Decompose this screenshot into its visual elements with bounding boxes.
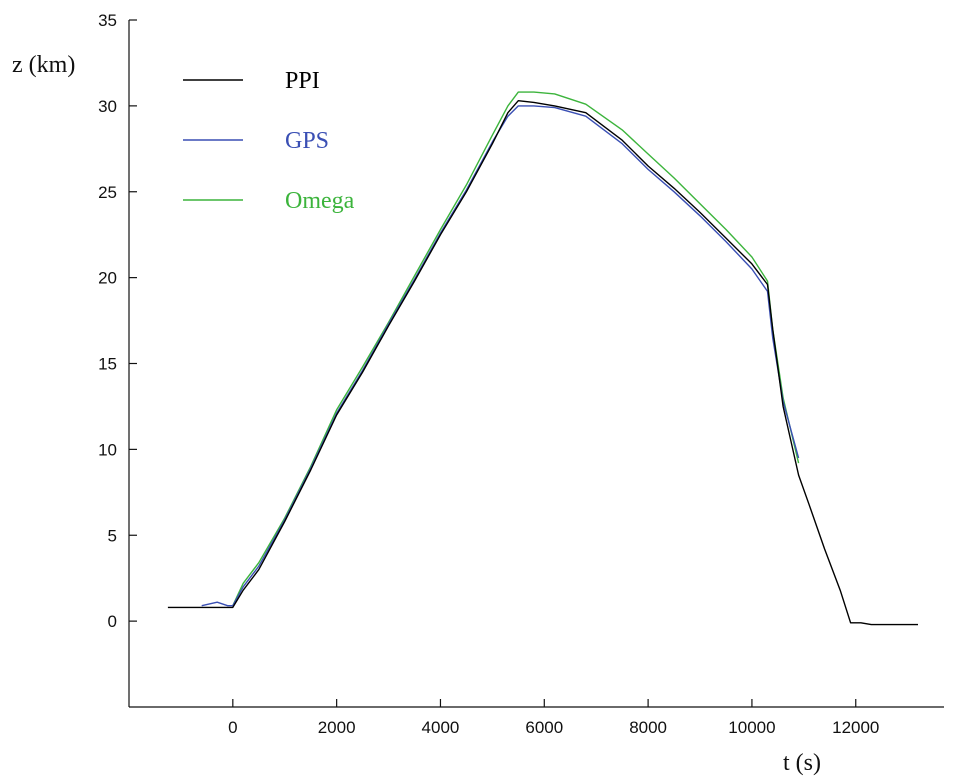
y-tick-label: 0	[108, 612, 117, 631]
series-lines	[167, 91, 918, 626]
y-tick-label: 25	[98, 183, 117, 202]
x-tick-label: 8000	[629, 718, 667, 737]
legend-label-omega: Omega	[285, 188, 355, 214]
x-tick-label: 12000	[832, 718, 879, 737]
x-tick-label: 0	[228, 718, 237, 737]
ticks: 0 5 10 15 20 25 30 35 0 2000 4000 6000 8000 10000 1200…	[98, 11, 879, 737]
axes	[128, 20, 944, 708]
y-tick-label: 20	[98, 269, 117, 288]
x-tick-label: 2000	[318, 718, 356, 737]
x-tick-label: 6000	[525, 718, 563, 737]
y-tick-label: 5	[108, 526, 117, 545]
y-tick-label: 15	[98, 355, 117, 374]
y-tick-label: 35	[98, 11, 117, 30]
series-line-gps	[201, 105, 800, 607]
series-line-omega	[232, 91, 800, 606]
y-tick-label: 10	[98, 440, 117, 459]
y-axis-title: z (km)	[12, 52, 75, 78]
legend-label-ppi: PPI	[285, 68, 320, 94]
x-tick-label: 10000	[728, 718, 775, 737]
legend: PPI GPS Omega	[183, 68, 355, 214]
x-axis-title: t (s)	[783, 750, 821, 776]
series-line-ppi	[167, 100, 918, 626]
y-tick-label: 30	[98, 97, 117, 116]
x-tick-label: 4000	[422, 718, 460, 737]
legend-label-gps: GPS	[285, 128, 329, 154]
